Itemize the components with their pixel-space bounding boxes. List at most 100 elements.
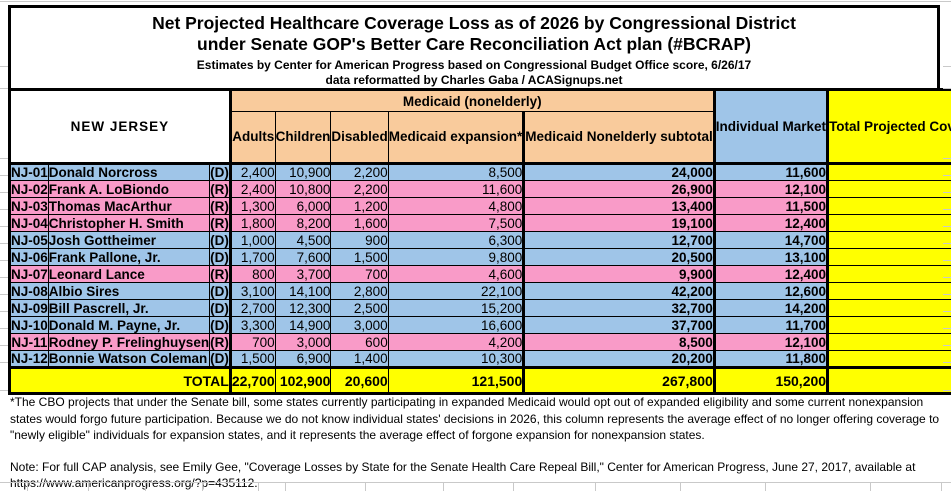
cell-expansion: 22,100 <box>387 282 525 300</box>
cell-children: 12,300 <box>274 299 332 317</box>
gridline <box>0 277 8 278</box>
gridline <box>285 482 286 491</box>
cell-district: NJ-09 <box>9 299 49 317</box>
cell-disabled: 900 <box>330 231 389 249</box>
cell-total-loss: 32,000 <box>826 350 951 368</box>
cell-party: (D) <box>209 299 231 317</box>
cell-party: (D) <box>209 316 231 334</box>
cell-expansion: 6,300 <box>387 231 525 249</box>
cell-subtotal: 20,200 <box>522 350 715 368</box>
cell-expansion: 10,300 <box>387 350 525 368</box>
cell-district: NJ-12 <box>9 350 49 368</box>
cell-district: NJ-06 <box>9 248 49 266</box>
header-total-loss: Total Projected Coverage Loss <box>826 89 951 164</box>
total-disabled: 20,600 <box>330 366 389 394</box>
cell-individual-market: 12,400 <box>712 265 829 283</box>
gridline <box>0 345 8 346</box>
gridline <box>943 260 951 261</box>
total-total-loss: 418,000 <box>826 366 951 394</box>
cell-children: 3,000 <box>274 333 332 351</box>
gridline <box>943 243 951 244</box>
total-individual-market: 150,200 <box>712 366 829 394</box>
gridline <box>870 482 871 491</box>
cell-representative: Donald M. Payne, Jr. <box>47 316 211 334</box>
cell-district: NJ-02 <box>9 180 49 198</box>
cell-total-loss: 31,500 <box>826 214 951 232</box>
cell-total-loss: 24,900 <box>826 197 951 215</box>
cell-party: (R) <box>209 180 231 198</box>
table-row: NJ-07 Leonard Lance (R) 800 3,700 700 4,600 9,9… <box>9 265 951 283</box>
gridline <box>88 482 89 491</box>
cell-adults: 1,500 <box>228 350 276 368</box>
gridline <box>365 482 366 491</box>
table-row: NJ-09 Bill Pascrell, Jr. (D) 2,700 12,300 2,5… <box>9 299 951 317</box>
gridline <box>943 328 951 329</box>
cell-subtotal: 20,500 <box>522 248 715 266</box>
gridline <box>0 328 8 329</box>
gridline <box>0 362 8 363</box>
cell-total-loss: 54,800 <box>826 282 951 300</box>
cell-children: 6,900 <box>274 350 332 368</box>
cell-children: 10,800 <box>274 180 332 198</box>
cell-disabled: 1,400 <box>330 350 389 368</box>
cell-children: 3,700 <box>274 265 332 283</box>
cell-total-loss: 35,600 <box>826 162 951 181</box>
cell-individual-market: 12,100 <box>712 333 829 351</box>
gridline <box>943 277 951 278</box>
cell-party: (D) <box>209 350 231 368</box>
cell-disabled: 1,500 <box>330 248 389 266</box>
cell-children: 10,900 <box>274 162 332 181</box>
gridline <box>943 362 951 363</box>
cell-total-loss: 20,600 <box>826 333 951 351</box>
cell-expansion: 8,500 <box>387 162 525 181</box>
cell-party: (R) <box>209 333 231 351</box>
cell-subtotal: 26,900 <box>522 180 715 198</box>
gridline <box>145 482 146 491</box>
cell-district: NJ-10 <box>9 316 49 334</box>
cell-expansion: 7,500 <box>387 214 525 232</box>
gridline <box>943 390 951 391</box>
header-individual-market: Individual Market <box>712 89 829 164</box>
gridline <box>27 482 28 491</box>
district-rows: NJ-01 Donald Norcross (D) 2,400 10,900 2,200 8… <box>9 162 951 394</box>
cell-subtotal: 9,900 <box>522 265 715 283</box>
table-row: NJ-05 Josh Gottheimer (D) 1,000 4,500 900 6,30… <box>9 231 951 249</box>
cell-children: 8,200 <box>274 214 332 232</box>
cell-disabled: 1,200 <box>330 197 389 215</box>
cell-disabled: 2,200 <box>330 162 389 181</box>
cell-representative: Albio Sires <box>47 282 211 300</box>
coverage-loss-table: NEW JERSEY Medicaid (nonelderly) Individ… <box>8 88 951 395</box>
cell-individual-market: 11,500 <box>712 197 829 215</box>
cell-children: 7,600 <box>274 248 332 266</box>
cell-total-loss: 46,900 <box>826 299 951 317</box>
cell-subtotal: 8,500 <box>522 333 715 351</box>
table-row: NJ-12 Bonnie Watson Coleman (D) 1,500 6,900 1… <box>9 350 951 368</box>
footnote-source: Note: For full CAP analysis, see Emily G… <box>10 459 916 491</box>
gridline <box>0 1 951 2</box>
cell-expansion: 11,600 <box>387 180 525 198</box>
footnote-asterisk: *The CBO projects that under the Senate … <box>10 395 940 443</box>
total-expansion: 121,500 <box>387 366 525 394</box>
title-line-1: Net Projected Healthcare Coverage Loss a… <box>152 13 796 33</box>
cell-representative: Bonnie Watson Coleman <box>47 350 211 368</box>
cell-party: (R) <box>209 265 231 283</box>
footnotes: *The CBO projects that under the Senate … <box>10 394 946 491</box>
gridline <box>0 390 8 391</box>
total-row: TOTAL 22,700 102,900 20,600 121,500 267,800 15… <box>9 366 951 394</box>
cell-district: NJ-08 <box>9 282 49 300</box>
cell-individual-market: 13,100 <box>712 248 829 266</box>
gridline <box>943 66 951 67</box>
gridline <box>0 311 8 312</box>
cell-representative: Bill Pascrell, Jr. <box>47 299 211 317</box>
cell-representative: Donald Norcross <box>47 162 211 181</box>
cell-representative: Thomas MacArthur <box>47 197 211 215</box>
table-row: NJ-04 Christopher H. Smith (R) 1,800 8,200 1,… <box>9 214 951 232</box>
cell-disabled: 2,800 <box>330 282 389 300</box>
cell-total-loss: 27,400 <box>826 231 951 249</box>
cell-district: NJ-05 <box>9 231 49 249</box>
gridline <box>0 158 8 159</box>
gridline <box>0 260 8 261</box>
cell-adults: 3,300 <box>228 316 276 334</box>
table-row: NJ-01 Donald Norcross (D) 2,400 10,900 2,200 8… <box>9 162 951 181</box>
gridline <box>943 209 951 210</box>
